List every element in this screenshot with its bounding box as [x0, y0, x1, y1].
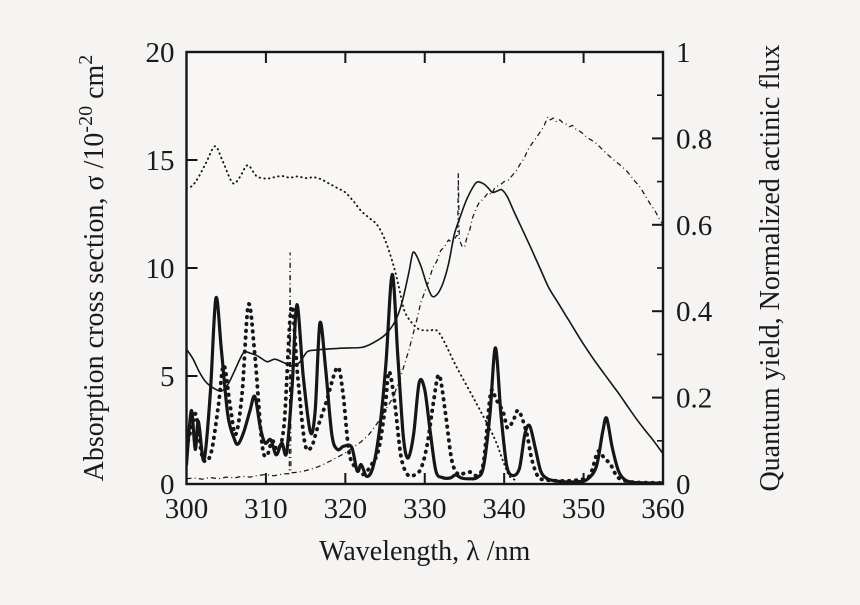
- x-axis-tick-label: 300: [165, 493, 209, 525]
- x-axis-title: Wavelength, λ /nm: [319, 536, 530, 567]
- right-axis-tick-label: 0: [676, 469, 691, 501]
- left-axis-tick-label: 10: [146, 253, 175, 285]
- right-axis-tick-label: 0.4: [676, 296, 713, 328]
- series-1-thick-dotted: [185, 302, 664, 485]
- right-axis-tick-label: 0.6: [676, 210, 712, 242]
- x-axis-tick-label: 320: [324, 493, 368, 525]
- left-axis-tick-label: 0: [160, 469, 175, 501]
- left-axis-tick-label: 5: [160, 361, 175, 393]
- left-axis-tick-label: 20: [146, 37, 175, 69]
- plot-border: [185, 50, 665, 486]
- right-axis-title: Quantum yield, Normalized actinic flux: [755, 44, 786, 491]
- series-0-thick-solid: [185, 272, 664, 485]
- left-axis-title: Absorption cross section, σ /10-20 cm2: [75, 55, 110, 482]
- right-axis-tick-label: 0.8: [676, 123, 712, 155]
- x-axis-tick-label: 340: [482, 493, 526, 525]
- x-axis-tick-label: 350: [562, 493, 606, 525]
- right-axis-tick-label: 0.2: [676, 383, 712, 415]
- x-axis-tick-label: 330: [403, 493, 447, 525]
- x-axis-tick-label: 310: [244, 493, 288, 525]
- right-axis-tick-label: 1: [676, 37, 691, 69]
- series-3-thin-solid: [185, 181, 664, 455]
- series-4-dash-dot: [186, 116, 664, 480]
- series-2-thin-dotted: [185, 145, 516, 481]
- left-axis-tick-label: 15: [146, 145, 175, 177]
- plot-area: [186, 52, 663, 484]
- x-axis-tick-label: 360: [641, 493, 685, 525]
